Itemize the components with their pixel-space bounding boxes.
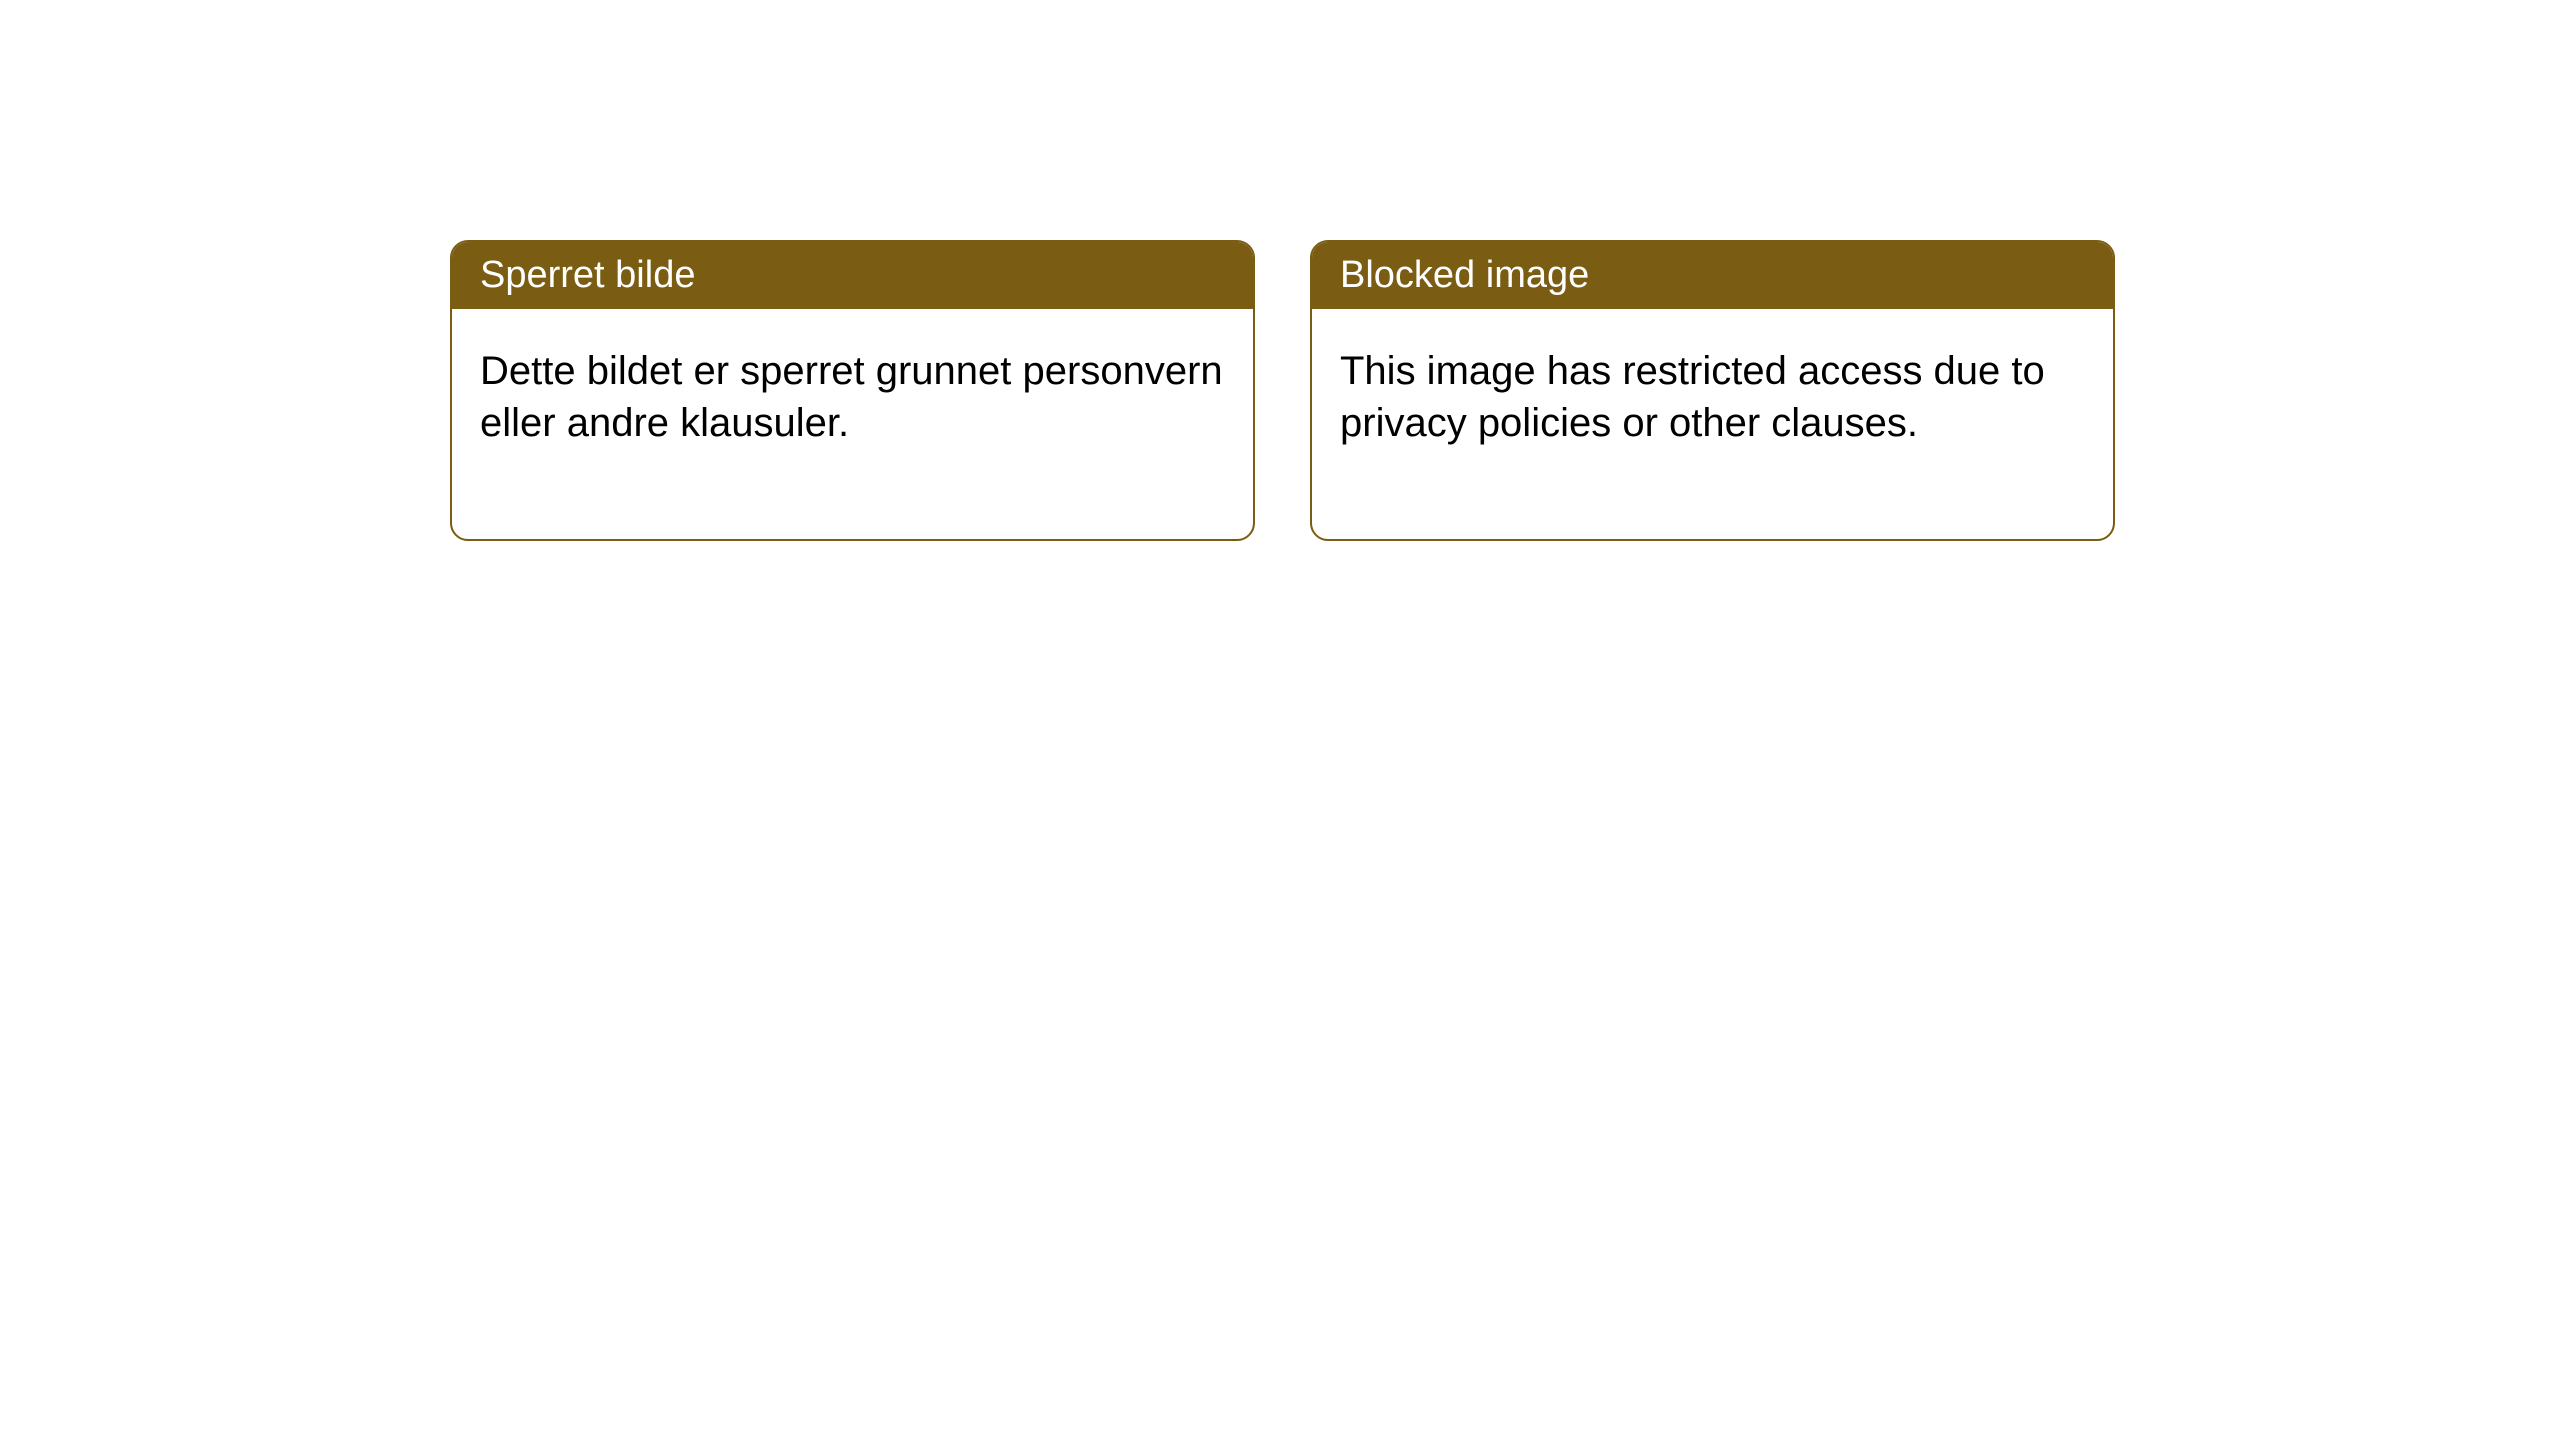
notice-card-title-english: Blocked image [1312,242,2113,309]
notice-cards-container: Sperret bilde Dette bildet er sperret gr… [450,240,2115,541]
notice-card-body-norwegian: Dette bildet er sperret grunnet personve… [452,309,1253,539]
notice-card-norwegian: Sperret bilde Dette bildet er sperret gr… [450,240,1255,541]
notice-card-title-norwegian: Sperret bilde [452,242,1253,309]
notice-card-body-english: This image has restricted access due to … [1312,309,2113,539]
notice-card-english: Blocked image This image has restricted … [1310,240,2115,541]
